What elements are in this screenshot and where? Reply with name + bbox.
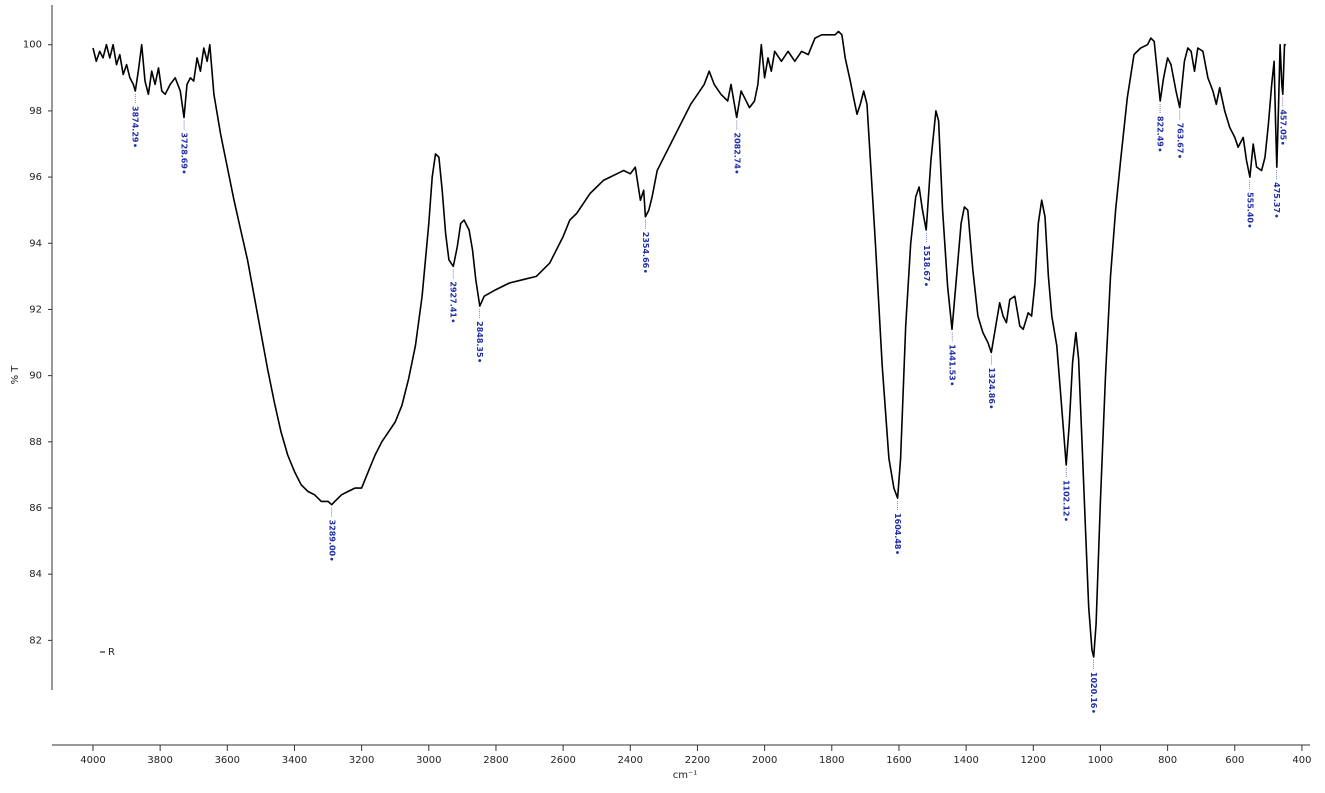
peak-dot xyxy=(330,557,334,561)
y-tick-label: 82 xyxy=(29,635,42,646)
x-tick-label: 2000 xyxy=(752,755,777,766)
peak-dot xyxy=(1275,214,1279,218)
peak-label: 2082.74 xyxy=(732,133,741,170)
y-tick-label: 88 xyxy=(29,437,42,448)
peak-label: 822.49 xyxy=(1156,116,1165,147)
y-tick-label: 96 xyxy=(29,172,42,183)
y-tick-label: 84 xyxy=(29,569,42,580)
peak-dot xyxy=(896,551,899,554)
peak-dot xyxy=(1158,148,1162,152)
x-tick-label: 3800 xyxy=(147,755,172,766)
peak-label: 555.40 xyxy=(1245,192,1254,223)
peak-label: 2354.66 xyxy=(641,232,650,269)
peak-dot xyxy=(478,359,482,362)
peak-dot xyxy=(133,144,137,147)
x-tick-label: 1000 xyxy=(1088,755,1113,766)
peak-label: 2848.35 xyxy=(475,321,484,358)
peak-dot xyxy=(1064,518,1068,521)
peak-dot xyxy=(1178,155,1182,158)
x-tick-label: 800 xyxy=(1158,755,1177,766)
peak-label: 2927.41 xyxy=(449,281,458,318)
y-tick-label: 86 xyxy=(29,503,42,514)
x-tick-label: 2200 xyxy=(685,755,710,766)
peak-label: 3874.29 xyxy=(131,106,140,143)
y-tick-label: 92 xyxy=(29,304,42,315)
peak-dot xyxy=(924,283,928,286)
spectrum-line xyxy=(92,30,1286,658)
x-tick-label: 3600 xyxy=(215,755,240,766)
peak-dot xyxy=(1092,709,1096,713)
peak-label: 1518.67 xyxy=(922,245,931,281)
peak-label: 1324.86 xyxy=(987,367,996,404)
x-tick-label: 600 xyxy=(1225,755,1244,766)
y-tick-label: 90 xyxy=(29,371,42,382)
x-tick-label: 2800 xyxy=(483,755,508,766)
x-axis-label: cm⁻¹ xyxy=(673,770,698,781)
x-tick-label: 1800 xyxy=(819,755,844,766)
peak-dot xyxy=(1281,141,1285,145)
x-tick-label: 4000 xyxy=(80,755,105,766)
peak-dot xyxy=(644,269,647,273)
peak-dot xyxy=(1248,224,1252,228)
x-tick-label: 1200 xyxy=(1021,755,1046,766)
x-tick-label: 2400 xyxy=(618,755,643,766)
x-tick-label: 2600 xyxy=(550,755,575,766)
peak-dot xyxy=(735,170,739,174)
peak-label: 1102.12 xyxy=(1062,480,1071,516)
peak-label: 3728.69 xyxy=(180,133,189,170)
x-tick-label: 3000 xyxy=(416,755,441,766)
x-tick-label: 1400 xyxy=(953,755,978,766)
peak-label: 763.67 xyxy=(1175,123,1184,154)
y-tick-label: 100 xyxy=(23,40,42,51)
peak-dot xyxy=(950,382,954,386)
y-tick-label: 98 xyxy=(29,106,42,117)
peak-label: 1604.48 xyxy=(893,513,902,550)
y-tick-label: 94 xyxy=(29,238,42,249)
peak-label: 475.37 xyxy=(1272,182,1281,213)
peak-label: 457.05 xyxy=(1278,109,1287,140)
peak-label: 1020.16 xyxy=(1089,672,1098,709)
peak-dot xyxy=(989,405,993,409)
y-axis-label: % T xyxy=(10,365,21,385)
x-tick-label: 400 xyxy=(1292,755,1311,766)
peak-dot xyxy=(451,319,455,323)
peak-label: 3289.00 xyxy=(327,520,336,557)
peak-dot xyxy=(182,170,186,174)
x-tick-label: 3200 xyxy=(349,755,374,766)
legend-label: R xyxy=(108,647,115,658)
peak-label: 1441.53 xyxy=(948,344,957,380)
x-tick-label: 1600 xyxy=(886,755,911,766)
x-tick-label: 3400 xyxy=(282,755,307,766)
